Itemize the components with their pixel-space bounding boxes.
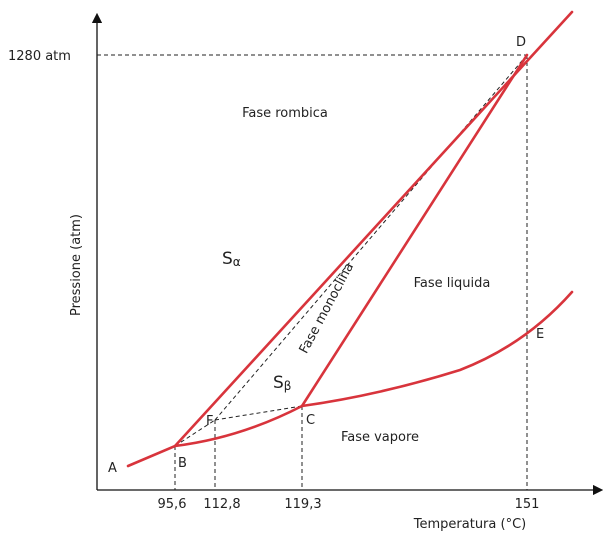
- subscript: β: [284, 379, 292, 393]
- rombic-monoclinic-boundary: [173, 10, 574, 448]
- metastable-line: [174, 419, 216, 447]
- point-label: E: [536, 327, 544, 342]
- region-label: Fase liquida: [414, 276, 491, 291]
- phase-symbol: Sα: [222, 249, 241, 269]
- x-tick-label: 95,6: [158, 497, 187, 512]
- point-label: F: [206, 414, 213, 429]
- x-tick-label: 112,8: [203, 497, 240, 512]
- sublimation-curve: [126, 404, 304, 468]
- point-label: C: [306, 413, 315, 428]
- subscript: α: [233, 255, 241, 269]
- y-axis-label: Pressione (atm): [69, 214, 84, 316]
- x-axis-label: Temperatura (°C): [413, 517, 526, 532]
- region-label: Fase vapore: [341, 430, 419, 445]
- vapor-pressure-curve: [300, 290, 574, 408]
- region-label: Fase rombica: [242, 106, 328, 121]
- symbol: S: [222, 249, 233, 269]
- x-tick-label: 151: [515, 497, 540, 512]
- y-tick-label: 1280 atm: [8, 49, 71, 64]
- symbol: S: [273, 373, 284, 393]
- point-label: D: [516, 35, 526, 50]
- monoclinic-liquid-boundary: [300, 53, 529, 408]
- region-label: Fase monoclina: [297, 260, 357, 356]
- phase-symbol: Sβ: [273, 373, 291, 393]
- metastable-line: [214, 54, 528, 421]
- point-label: B: [178, 456, 187, 471]
- metastable-line: [214, 405, 303, 421]
- point-label: A: [108, 461, 117, 476]
- x-tick-label: 119,3: [284, 497, 321, 512]
